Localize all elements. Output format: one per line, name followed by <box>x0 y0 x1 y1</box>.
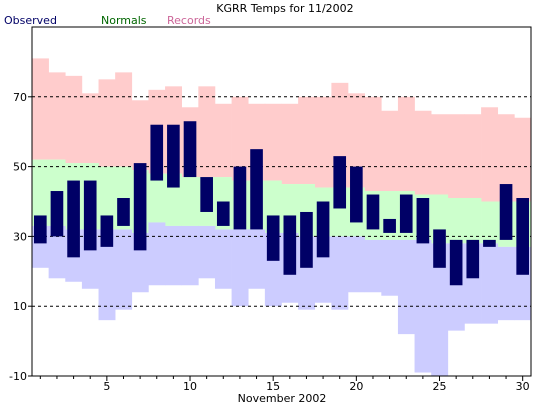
observed-bar-day-1 <box>33 215 47 244</box>
observed-bar-day-13 <box>233 166 247 230</box>
record-low-band-day-29 <box>497 246 515 321</box>
record-low-band-day-25 <box>431 243 449 376</box>
record-high-band-day-25 <box>431 114 449 195</box>
observed-bar-day-24 <box>416 198 430 244</box>
observed-bar-day-3 <box>67 180 80 258</box>
record-low-band-day-22 <box>381 239 399 296</box>
observed-bar-day-25 <box>433 229 446 268</box>
observed-bar-day-12 <box>216 201 230 226</box>
observed-bar-day-15 <box>266 215 280 261</box>
record-high-band-day-22 <box>381 110 399 192</box>
x-tick-label-30: 30 <box>516 380 530 393</box>
observed-bar-day-27 <box>466 239 480 279</box>
observed-bar-day-10 <box>183 121 197 178</box>
observed-bar-day-29 <box>499 184 513 240</box>
y-tick-label-70: 70 <box>13 91 27 104</box>
x-tick-label-25: 25 <box>433 380 447 393</box>
record-high-band-day-7 <box>131 100 149 171</box>
record-low-band-day-10 <box>181 225 199 286</box>
record-high-band-day-3 <box>65 75 83 164</box>
observed-bar-day-28 <box>483 239 496 247</box>
record-low-band-day-5 <box>98 229 116 321</box>
normal-band-day-26 <box>447 198 465 244</box>
normal-band-day-1 <box>32 159 49 226</box>
record-high-band-day-18 <box>314 96 332 188</box>
record-low-band-day-28 <box>481 243 499 324</box>
legend-normals: Normals <box>101 14 147 27</box>
normal-band-day-8 <box>148 173 166 223</box>
observed-bar-day-11 <box>200 177 213 212</box>
record-high-band-day-29 <box>497 114 515 202</box>
record-high-band-day-16 <box>281 103 299 185</box>
record-high-band-day-11 <box>198 86 216 178</box>
x-tick-label-20: 20 <box>349 380 363 393</box>
plot-frame <box>31 26 532 377</box>
record-high-band-day-23 <box>397 96 415 192</box>
record-high-band-day-4 <box>81 93 99 164</box>
legend-observed: Observed <box>4 14 57 27</box>
record-high-band-day-21 <box>364 96 382 192</box>
observed-bar-day-6 <box>117 198 130 226</box>
normal-band-day-5 <box>98 166 116 230</box>
normal-band-day-10 <box>181 177 199 226</box>
x-tick-label-15: 15 <box>266 380 280 393</box>
x-tick-label-10: 10 <box>183 380 197 393</box>
record-high-band-day-15 <box>264 103 282 181</box>
record-low-band-day-12 <box>214 229 232 289</box>
observed-bar-day-30 <box>516 198 530 275</box>
normal-band-day-27 <box>464 198 482 244</box>
observed-bar-day-8 <box>150 124 164 181</box>
y-tick-label-30: 30 <box>13 230 27 243</box>
observed-bar-day-2 <box>50 191 64 237</box>
record-low-band-day-19 <box>331 236 349 310</box>
record-high-band-day-6 <box>115 72 133 167</box>
record-high-band-day-30 <box>514 117 532 202</box>
record-high-band-day-2 <box>48 72 66 160</box>
record-low-band-day-13 <box>231 229 249 307</box>
observed-bar-day-21 <box>366 194 380 230</box>
record-low-band-day-23 <box>397 239 415 335</box>
record-high-band-day-27 <box>464 114 482 199</box>
y-tick-label--10: -10 <box>9 370 27 383</box>
record-high-band-day-1 <box>32 58 49 160</box>
y-tick-label-10: 10 <box>13 300 27 313</box>
x-tick-label-5: 5 <box>103 380 110 393</box>
record-high-band-day-17 <box>298 96 316 185</box>
record-low-band-day-11 <box>198 225 216 279</box>
chart-title: KGRR Temps for 11/2002 <box>216 2 353 15</box>
observed-bar-day-9 <box>167 124 180 188</box>
observed-bar-day-26 <box>449 239 463 286</box>
record-high-band-day-12 <box>214 103 232 178</box>
observed-bar-day-5 <box>100 215 114 247</box>
y-tick-label-50: 50 <box>13 161 27 174</box>
legend-records: Records <box>167 14 211 27</box>
record-high-band-day-24 <box>414 110 432 195</box>
record-low-band-day-2 <box>48 225 66 279</box>
observed-bar-day-18 <box>316 201 330 258</box>
observed-bar-day-22 <box>383 218 396 233</box>
observed-bar-day-4 <box>83 180 97 251</box>
record-high-band-day-5 <box>98 79 116 167</box>
record-low-band-day-21 <box>364 239 382 293</box>
record-low-band-day-20 <box>348 236 365 293</box>
record-high-band-day-26 <box>447 114 465 199</box>
record-low-band-day-8 <box>148 222 166 286</box>
observed-bar-day-19 <box>333 156 347 209</box>
normal-band-day-28 <box>481 201 499 244</box>
record-low-band-day-9 <box>165 225 182 286</box>
plot-area: 5 10 15 20 25 30 -10 10 30 50 70 <box>9 26 532 393</box>
record-high-band-day-28 <box>481 107 499 202</box>
record-low-band-day-14 <box>248 229 266 289</box>
observed-bar-day-7 <box>133 163 147 251</box>
record-high-band-day-13 <box>231 96 249 181</box>
observed-bar-day-17 <box>300 211 313 268</box>
record-low-band-day-6 <box>115 229 133 310</box>
observed-bar-day-14 <box>250 149 263 230</box>
observed-bar-day-20 <box>350 166 363 223</box>
observed-bar-day-23 <box>399 194 413 233</box>
observed-bar-day-16 <box>283 215 297 275</box>
x-axis-label: November 2002 <box>238 392 327 405</box>
record-high-band-day-20 <box>348 93 365 188</box>
